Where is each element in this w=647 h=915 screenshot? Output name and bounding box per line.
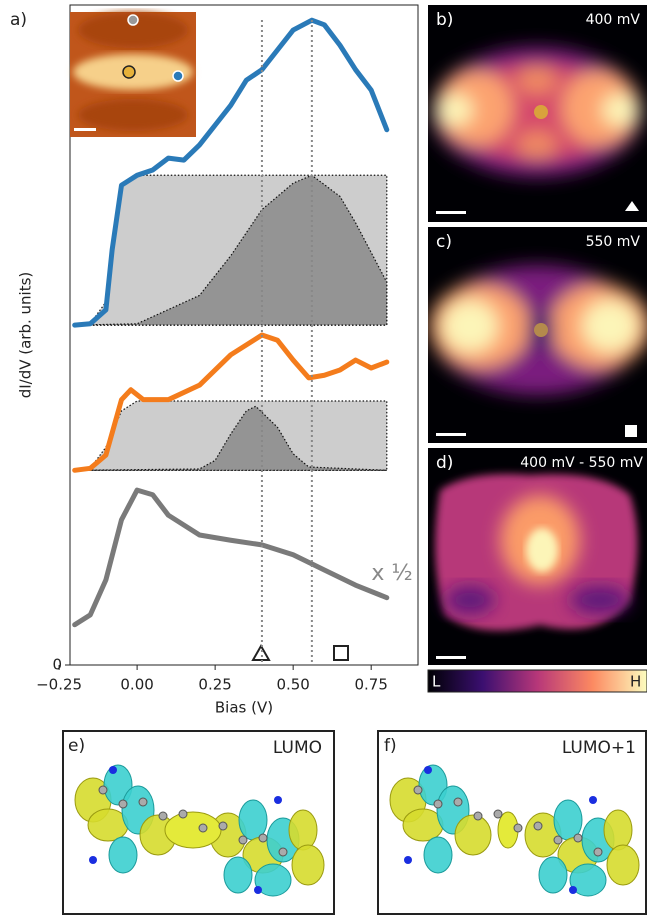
panel-c: c) 550 mV xyxy=(428,227,647,443)
orbital-label: LUMO+1 xyxy=(562,738,636,758)
isosurface xyxy=(423,836,453,874)
fit-area xyxy=(74,174,388,326)
atom xyxy=(573,833,583,843)
atom xyxy=(158,811,168,821)
curve xyxy=(72,17,390,328)
isosurface xyxy=(108,836,138,874)
chart-a: a) Bias (V) dI/dV (arb. units) x ½ −0.25… xyxy=(10,4,419,717)
y-axis-label: dI/dV (arb. units) xyxy=(17,272,35,399)
fit-area xyxy=(74,405,387,471)
x-tick-label: 0.00 xyxy=(120,676,153,694)
panel-label: a) xyxy=(10,10,27,30)
atom xyxy=(413,785,423,795)
colorbar: L H xyxy=(427,669,647,693)
atom xyxy=(404,856,412,864)
atom xyxy=(278,847,288,857)
isosurface xyxy=(606,844,640,886)
isosurface xyxy=(538,856,568,894)
x-tick-label: 0.75 xyxy=(354,676,387,694)
panel-label: e) xyxy=(68,736,85,756)
panel-label: c) xyxy=(436,232,452,252)
square-marker xyxy=(333,645,349,661)
colorbar-low: L xyxy=(432,673,441,691)
atom xyxy=(473,811,483,821)
isosurface xyxy=(288,809,318,851)
atom xyxy=(258,833,268,843)
inset-image xyxy=(70,12,196,137)
panel-d: d) 400 mV - 550 mV xyxy=(428,448,647,665)
atom xyxy=(453,797,463,807)
isosurface xyxy=(164,811,222,849)
panel-f: f) LUMO+1 xyxy=(377,730,647,915)
atom xyxy=(254,886,262,894)
triangle-marker xyxy=(251,643,271,661)
isosurface xyxy=(569,863,607,897)
panel-label: b) xyxy=(436,10,453,30)
atom xyxy=(178,809,188,819)
energy-label: 400 mV - 550 mV xyxy=(520,455,643,471)
atom xyxy=(118,799,128,809)
energy-label: 550 mV xyxy=(586,234,641,250)
atom xyxy=(198,823,208,833)
y-tick-label: 0 xyxy=(52,656,62,674)
atom xyxy=(589,796,597,804)
isosurface xyxy=(254,863,292,897)
atom xyxy=(138,797,148,807)
atom xyxy=(274,796,282,804)
panel-label: f) xyxy=(384,736,397,756)
atom xyxy=(493,809,503,819)
energy-label: 400 mV xyxy=(586,12,641,28)
annotation: x ½ xyxy=(371,561,412,586)
curve xyxy=(72,487,390,628)
x-tick-label: 0.25 xyxy=(198,676,231,694)
atom xyxy=(553,835,563,845)
x-axis-label: Bias (V) xyxy=(215,699,273,717)
curve xyxy=(72,332,390,473)
panel-b: b) 400 mV xyxy=(428,5,647,222)
atom xyxy=(89,856,97,864)
panel-label: d) xyxy=(436,453,453,473)
atom xyxy=(218,821,228,831)
atom xyxy=(569,886,577,894)
isosurface xyxy=(223,856,253,894)
plot-frame xyxy=(69,4,419,666)
isosurface xyxy=(454,814,492,856)
atom xyxy=(424,766,432,774)
isosurface xyxy=(291,844,325,886)
atom xyxy=(433,799,443,809)
atom xyxy=(109,766,117,774)
isosurface xyxy=(603,809,633,851)
x-tick-label: 0.50 xyxy=(276,676,309,694)
x-tick-label: −0.25 xyxy=(36,676,82,694)
orbital-label: LUMO xyxy=(273,738,322,758)
atom xyxy=(98,785,108,795)
atom xyxy=(513,823,523,833)
panel-e: e) LUMO xyxy=(62,730,335,915)
atom xyxy=(238,835,248,845)
atom xyxy=(533,821,543,831)
atom xyxy=(593,847,603,857)
colorbar-high: H xyxy=(630,673,641,691)
